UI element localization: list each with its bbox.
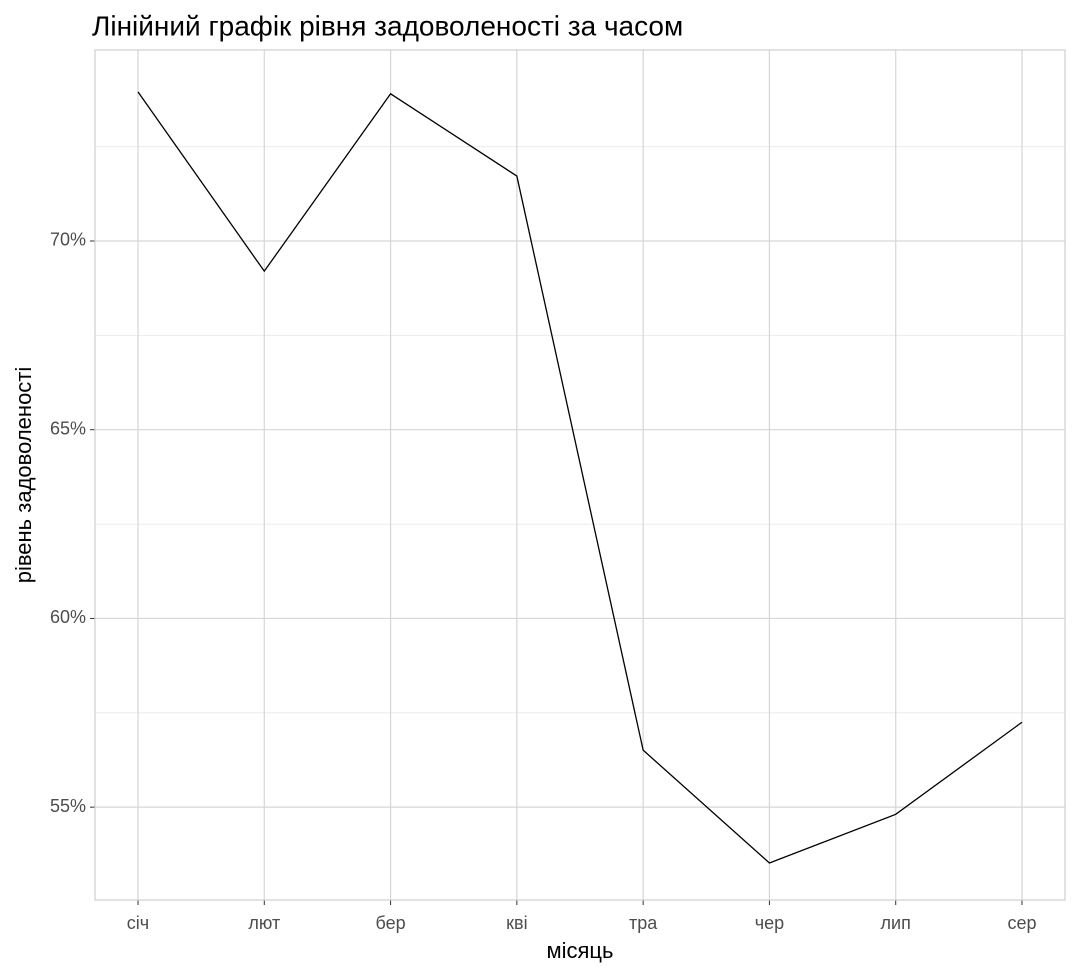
x-tick-label: лют <box>248 913 280 933</box>
data-line <box>137 91 1023 864</box>
x-tick-label: кві <box>506 913 527 933</box>
y-axis-label: рівень задоволеності <box>11 367 36 584</box>
plot-border <box>94 49 1066 901</box>
y-tick-label: 70% <box>50 230 86 250</box>
x-tick-label: чер <box>755 913 784 933</box>
x-tick-label: бер <box>376 913 406 933</box>
chart-title: Лінійний графік рівня задоволеності за ч… <box>92 10 683 41</box>
y-tick-label: 55% <box>50 796 86 816</box>
x-tick-label: січ <box>127 913 149 933</box>
x-tick-label: сер <box>1007 913 1036 933</box>
x-axis-label: місяць <box>547 938 614 963</box>
x-tick-label: тра <box>629 913 658 933</box>
y-tick-label: 60% <box>50 607 86 627</box>
x-tick-label: лип <box>881 913 911 933</box>
y-tick-label: 65% <box>50 418 86 438</box>
